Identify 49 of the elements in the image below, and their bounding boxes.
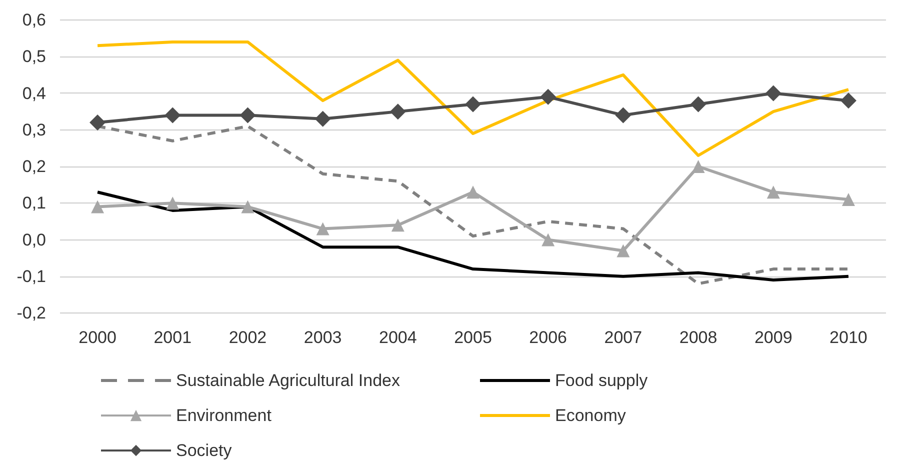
point (164, 107, 181, 124)
y-tick-label: -0,1 (16, 266, 46, 286)
point (842, 192, 855, 206)
point (316, 222, 330, 236)
x-tick-label: 2009 (754, 328, 792, 347)
point (390, 104, 406, 120)
point (391, 218, 404, 232)
x-tick-label: 2002 (228, 328, 267, 347)
point (166, 196, 180, 210)
y-tick-label: 0,6 (22, 10, 46, 30)
y-tick-label: -0,2 (16, 304, 46, 322)
legend-label: Environment (176, 406, 272, 425)
y-tick-label: 0,0 (22, 230, 46, 250)
x-tick-label: 2003 (304, 328, 342, 347)
point (766, 186, 780, 199)
point (690, 96, 706, 112)
x-tick-label: 2001 (154, 328, 192, 347)
point (692, 160, 705, 173)
y-tick-label: 0,4 (22, 84, 46, 103)
line-series (96, 190, 850, 282)
x-tick-label: 2000 (78, 328, 116, 347)
point (765, 85, 782, 102)
x-tick-label: 2006 (529, 328, 568, 347)
legend-label: Sustainable Agricultural Index (176, 371, 400, 390)
point (465, 96, 481, 112)
point (240, 107, 256, 124)
point (90, 114, 106, 131)
x-tick-label: 2004 (378, 328, 417, 347)
point (314, 110, 331, 127)
point (615, 107, 632, 124)
legend-label: Society (176, 441, 232, 460)
x-tick-label: 2007 (604, 328, 642, 347)
line-series (96, 40, 850, 158)
legend-label: Food supply (555, 371, 648, 390)
y-tick-label: 0,1 (22, 194, 46, 213)
point (840, 92, 856, 109)
point (91, 200, 104, 214)
x-tick-label: 2010 (830, 328, 868, 347)
y-tick-label: 0,2 (22, 157, 46, 176)
y-tick-label: 0,3 (22, 120, 46, 140)
point (241, 200, 254, 214)
point (542, 233, 555, 246)
point (616, 244, 630, 258)
legend-label: Economy (555, 406, 626, 425)
x-tick-label: 2005 (454, 328, 492, 347)
y-tick-label: 0,5 (22, 47, 46, 66)
point (466, 186, 480, 199)
x-tick-label: 2008 (679, 328, 718, 347)
point (540, 88, 556, 105)
